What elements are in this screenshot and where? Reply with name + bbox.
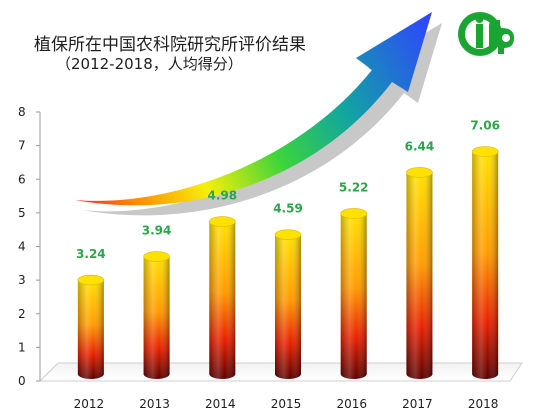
bar-shading [275,234,301,379]
data-label: 3.24 [76,247,106,261]
y-tick-label: 6 [18,172,26,186]
x-tick-label: 2017 [402,397,433,411]
x-tick-label: 2012 [74,397,105,411]
bar-shading [77,280,104,379]
bar-shading [406,172,433,379]
labels: 0 1 2 3 4 5 6 7 8 3.24 2012 3.94 2013 4.98 2014 4.59 201… [18,105,500,411]
x-tick-label: 2014 [205,397,236,411]
bar-cap [208,216,236,227]
data-label: 3.94 [142,224,172,238]
bars [77,146,499,379]
bar-cap [471,146,499,157]
x-tick-label: 2013 [139,397,170,411]
y-tick-label: 2 [18,307,26,321]
bar-cap [340,208,368,219]
bar-shading [143,256,170,379]
trend-arrow [75,12,442,216]
y-tick-label: 8 [18,105,26,119]
bar [143,251,170,379]
y-tick-label: 3 [18,273,26,287]
bar-cap [274,229,302,240]
x-tick-label: 2015 [271,397,302,411]
bar-shading [472,151,499,379]
bar [406,167,433,379]
data-label: 5.22 [339,180,369,194]
bar [340,208,368,379]
ifp-logo-icon [458,12,514,56]
bar-cap [406,167,433,178]
chart-title: 植保所在中国农科院研究所评价结果 [34,35,306,55]
bar-shading [209,221,236,379]
chart-subtitle: （2012-2018，人均得分） [56,55,243,73]
y-tick-label: 0 [18,374,26,388]
x-tick-label: 2018 [468,397,499,411]
bar [77,274,105,379]
trend-arrow-body [75,12,432,206]
data-label: 6.44 [405,139,435,153]
y-tick-label: 5 [18,206,26,220]
bar-cap [143,251,170,262]
y-tick-label: 4 [18,240,26,254]
bar [471,146,499,379]
data-label: 4.59 [273,202,303,216]
y-tick-label: 1 [18,340,26,354]
data-label: 4.98 [207,189,237,203]
x-tick-label: 2016 [336,397,367,411]
bar-shading [340,213,367,379]
bar-cap [77,274,105,286]
data-label: 7.06 [470,119,500,133]
bar [208,216,236,379]
bar [274,229,302,379]
y-tick-label: 7 [18,139,26,153]
